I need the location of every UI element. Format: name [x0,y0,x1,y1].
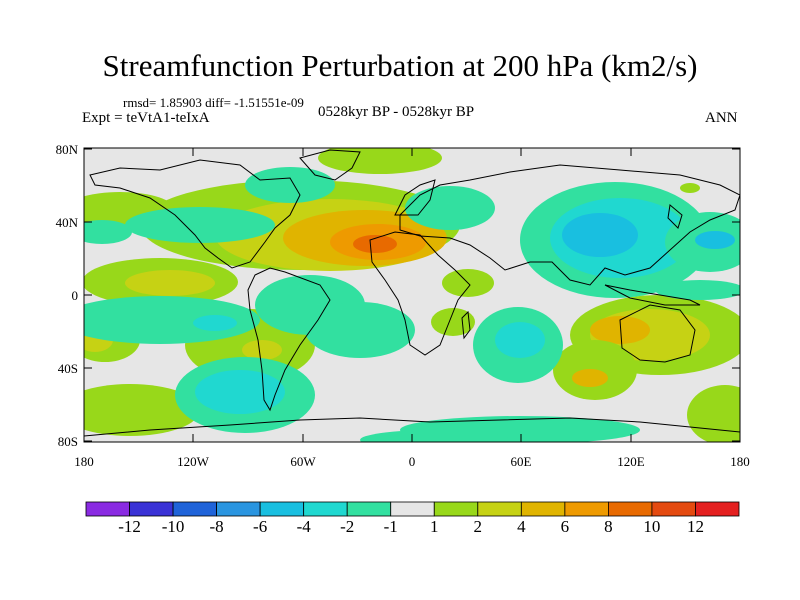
contour-region [590,316,650,344]
contour-region [680,183,700,193]
period-label: 0528kyr BP - 0528kyr BP [318,104,475,120]
lat-label: 0 [72,288,79,303]
lon-label: 60W [290,454,316,469]
colorbar-label: 1 [430,517,439,536]
colorbar [85,501,740,517]
plot-title: Streamfunction Perturbation at 200 hPa (… [102,48,698,83]
colorbar-label: -4 [297,517,312,536]
lat-ticks [84,148,740,442]
contour-fill-layer [84,148,740,442]
contour-region [84,220,132,244]
coastline-eurasia [399,164,740,286]
colorbar-box [303,501,348,517]
colorbar-box [172,501,218,517]
colorbar-box [259,501,305,517]
coastline-north-america [89,159,301,269]
coastline-indonesia [604,284,701,306]
contour-region [360,430,510,442]
coastline-africa [369,231,471,356]
contour-region [84,384,200,436]
contour-region [318,148,442,174]
lat-label: 40N [56,215,79,230]
contour-region [125,207,275,243]
colorbar-label: -10 [162,517,185,536]
colorbar-label: -8 [210,517,224,536]
contour-region [242,340,282,360]
contour-region [195,370,285,414]
colorbar-box [346,501,392,517]
lon-label: 180 [74,454,94,469]
contour-region [125,270,215,296]
coastline-greenland [299,149,361,181]
colorbar-box [477,501,522,517]
colorbar-label: 4 [517,517,526,536]
colorbar-label: -1 [384,517,398,536]
colorbar-label: -2 [340,517,354,536]
coastline-south-america [247,267,331,412]
contour-region [405,186,495,230]
lat-label: 80N [56,142,79,157]
lon-label: 0 [409,454,416,469]
lon-labels: 180 120W 60W 0 60E 120E 180 [74,454,750,469]
colorbar-box [608,501,653,517]
contour-region [572,369,608,387]
coastline-europe [394,179,436,216]
contour-region [193,315,237,331]
colorbar-labels: -12 -10 -8 -6 -4 -2 -1 1 2 4 6 8 10 12 [118,517,704,536]
colorbar-label: 2 [474,517,483,536]
colorbar-box [520,501,566,517]
contour-region [687,385,740,442]
contour-region [655,280,740,300]
coastline-madagascar [461,310,471,340]
contour-region [695,231,735,249]
contour-region [245,167,335,203]
lat-labels: 80N 40N 0 40S 80S [56,142,79,449]
colorbar-label: -12 [118,517,141,536]
colorbar-box [651,501,696,517]
coastline-japan [667,204,683,229]
contour-region [305,302,415,358]
lat-label: 40S [58,361,78,376]
colorbar-label: 8 [604,517,613,536]
colorbar-label: 10 [643,517,660,536]
colorbar-box [85,501,130,517]
contour-region [353,235,397,253]
contour-region [431,308,475,336]
colorbar-box [390,501,435,517]
season-label: ANN [705,110,738,126]
colorbar-box [433,501,479,517]
lon-label: 60E [511,454,532,469]
colorbar-label: -6 [253,517,267,536]
experiment-label: Expt = teVtA1-teIxA [82,110,210,126]
colorbar-box [695,501,740,517]
coastline-antarctica [84,417,740,437]
colorbar-box [216,501,261,517]
lon-ticks [83,148,741,442]
colorbar-label: 6 [561,517,570,536]
coastline-australia [619,304,696,363]
lon-label: 120E [617,454,645,469]
contour-region [495,322,545,358]
coastlines [84,149,740,437]
colorbar-box [564,501,609,517]
lon-label: 180 [730,454,750,469]
lat-label: 80S [58,434,78,449]
contour-region [562,213,638,257]
stats-text: rmsd= 1.85903 diff= -1.51551e-09 [123,95,304,110]
colorbar-label: 12 [687,517,704,536]
contour-region [84,296,260,344]
lon-label: 120W [177,454,210,469]
colorbar-box [129,501,174,517]
